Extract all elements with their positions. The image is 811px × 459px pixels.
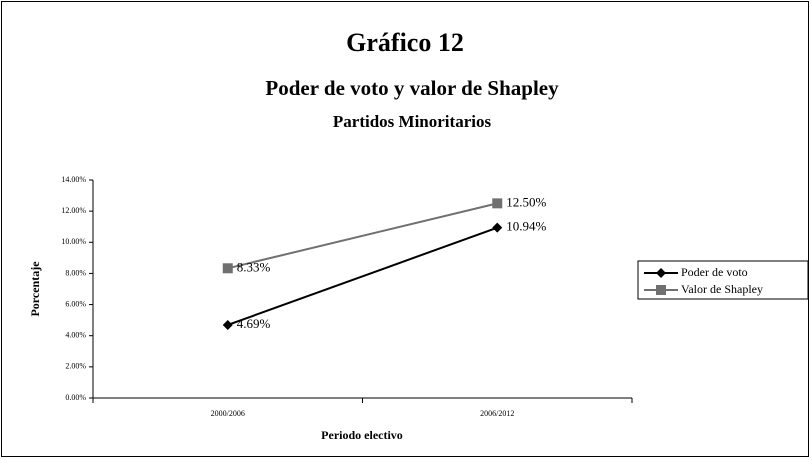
legend-label: Valor de Shapley <box>681 282 763 296</box>
y-tick-label: 8.00% <box>65 268 86 277</box>
chart-subtitle: Poder de voto y valor de Shapley <box>265 76 559 100</box>
x-tick-label: 2000/2006 <box>211 409 245 418</box>
x-axis-label: Periodo electivo <box>321 428 403 442</box>
y-tick-label: 6.00% <box>65 299 86 308</box>
legend-marker <box>656 268 666 278</box>
data-label: 10.94% <box>506 219 546 234</box>
data-label: 12.50% <box>506 194 546 209</box>
data-point <box>492 198 503 209</box>
series-line <box>227 226 498 326</box>
legend-box <box>637 260 809 300</box>
y-tick-label: 14.00% <box>61 175 86 184</box>
data-point <box>492 222 503 233</box>
y-tick-label: 12.00% <box>61 206 86 215</box>
legend-marker <box>656 285 666 295</box>
chart-subtitle: Partidos Minoritarios <box>333 112 492 131</box>
chart-title: Gráfico 12 <box>346 28 464 57</box>
data-point <box>222 263 233 274</box>
y-tick-label: 10.00% <box>61 237 86 246</box>
series-line <box>227 202 498 270</box>
y-tick-label: 2.00% <box>65 362 86 371</box>
data-label: 4.69% <box>237 316 271 331</box>
data-label: 8.33% <box>237 259 271 274</box>
y-axis-label: Porcentaje <box>28 261 42 317</box>
legend-label: Poder de voto <box>681 265 748 279</box>
y-tick-label: 0.00% <box>65 393 86 402</box>
x-tick-label: 2006/2012 <box>480 409 514 418</box>
data-point <box>222 319 233 330</box>
y-tick-label: 4.00% <box>65 331 86 340</box>
